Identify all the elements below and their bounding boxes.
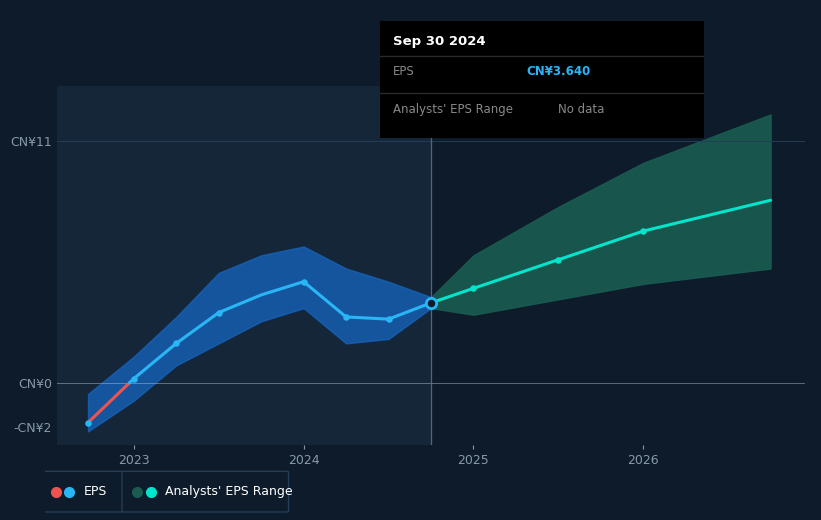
Point — [127, 374, 140, 383]
Text: Actual: Actual — [391, 108, 428, 121]
Text: No data: No data — [558, 102, 605, 115]
Point — [170, 339, 183, 347]
Point — [467, 284, 480, 292]
Point — [340, 313, 353, 321]
FancyBboxPatch shape — [122, 471, 288, 512]
Point — [212, 308, 225, 317]
Text: Analysts' EPS Range: Analysts' EPS Range — [393, 102, 513, 115]
Point — [297, 278, 310, 286]
Point — [382, 315, 395, 323]
Text: EPS: EPS — [393, 65, 415, 78]
Text: Analysts Forecasts: Analysts Forecasts — [439, 108, 549, 121]
Text: Sep 30 2024: Sep 30 2024 — [393, 35, 486, 48]
Text: Analysts' EPS Range: Analysts' EPS Range — [165, 485, 292, 498]
Text: CN¥3.640: CN¥3.640 — [526, 65, 590, 78]
Point — [81, 419, 94, 427]
Point — [637, 227, 650, 235]
Text: EPS: EPS — [84, 485, 107, 498]
Point — [424, 298, 438, 307]
FancyBboxPatch shape — [41, 471, 124, 512]
Bar — [57, 86, 431, 445]
Point — [552, 255, 565, 264]
